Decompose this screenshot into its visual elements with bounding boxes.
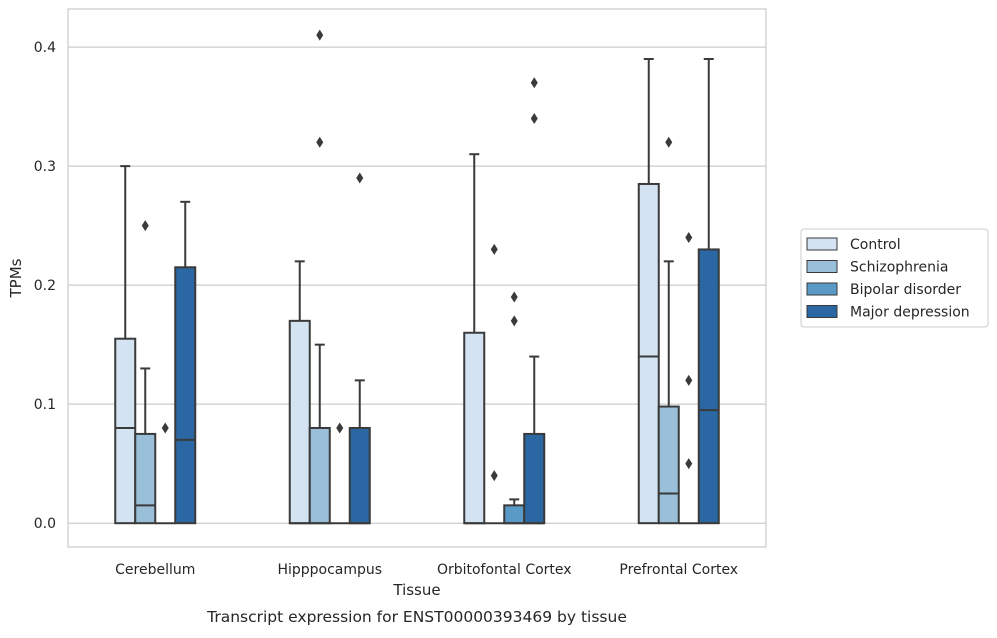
y-axis-label: TPMs	[7, 258, 25, 298]
box-group	[348, 172, 371, 525]
legend-label: Schizophrenia	[850, 260, 948, 276]
outlier-point	[665, 136, 673, 148]
box-body	[657, 405, 680, 525]
outlier-point	[490, 470, 498, 482]
box-group	[503, 291, 526, 525]
y-tick-label: 0.4	[34, 40, 56, 56]
legend-label: Major depression	[850, 305, 970, 321]
x-tick-label: Prefrontal Cortex	[619, 562, 738, 578]
outlier-point	[530, 113, 538, 125]
box-body	[463, 331, 486, 525]
outlier-point	[356, 172, 364, 184]
box-body	[523, 432, 546, 525]
legend-swatch	[806, 282, 838, 296]
box-body	[637, 182, 660, 525]
box-body	[174, 266, 197, 525]
outlier-point	[316, 136, 324, 148]
y-tick-label: 0.0	[34, 516, 56, 532]
box-group	[174, 200, 197, 525]
chart-caption: Transcript expression for ENST0000039346…	[206, 608, 627, 626]
box-group	[637, 57, 660, 525]
box-body	[348, 426, 371, 525]
legend-swatch	[806, 305, 838, 318]
box-body	[134, 432, 157, 525]
outlier-point	[141, 220, 149, 232]
legend-swatch	[806, 260, 838, 273]
box-body	[114, 337, 137, 525]
legend: Control Schizophrenia Bipolar disorder Majo…	[800, 228, 989, 328]
box-body	[697, 248, 720, 525]
x-axis-label: Tissue	[392, 581, 440, 599]
box-layer	[114, 29, 720, 525]
legend-label: Control	[850, 237, 901, 253]
box-group	[288, 260, 311, 525]
outlier-point	[336, 422, 344, 434]
box-group	[657, 136, 680, 525]
box-body	[308, 426, 331, 525]
outlier-point	[161, 422, 169, 434]
box-body	[288, 319, 311, 525]
box-group	[678, 232, 699, 525]
box-group	[114, 165, 137, 525]
y-tick-label: 0.3	[34, 159, 56, 175]
box-group	[697, 57, 720, 525]
outlier-point	[685, 374, 693, 386]
outlier-point	[316, 29, 324, 41]
outlier-point	[685, 232, 693, 244]
outlier-point	[510, 291, 518, 303]
box-group	[523, 77, 546, 525]
x-tick-label: Orbitofontal Cortex	[437, 562, 572, 578]
x-tick-label: Cerebellum	[115, 562, 195, 578]
outlier-point	[685, 458, 693, 470]
x-tick-labels: Cerebellum Hipppocampus Orbitofontal Corte…	[115, 562, 738, 578]
box-group	[134, 220, 157, 525]
x-tick-label: Hipppocampus	[277, 562, 382, 578]
outlier-point	[490, 243, 498, 255]
legend-swatch	[806, 237, 838, 251]
y-tick-labels: 0.0 0.1 0.2 0.3 0.4	[34, 40, 56, 532]
legend-label: Bipolar disorder	[850, 282, 961, 298]
outlier-point	[510, 315, 518, 327]
plot-frame	[67, 8, 767, 548]
box-body	[503, 504, 526, 525]
outlier-point	[530, 77, 538, 89]
y-tick-label: 0.2	[34, 278, 56, 294]
box-group	[463, 153, 486, 525]
box-group	[329, 422, 350, 525]
y-tick-label: 0.1	[34, 397, 56, 413]
box-group	[484, 243, 505, 525]
box-group	[308, 29, 331, 525]
box-group	[155, 422, 176, 525]
legend-frame	[800, 228, 989, 328]
